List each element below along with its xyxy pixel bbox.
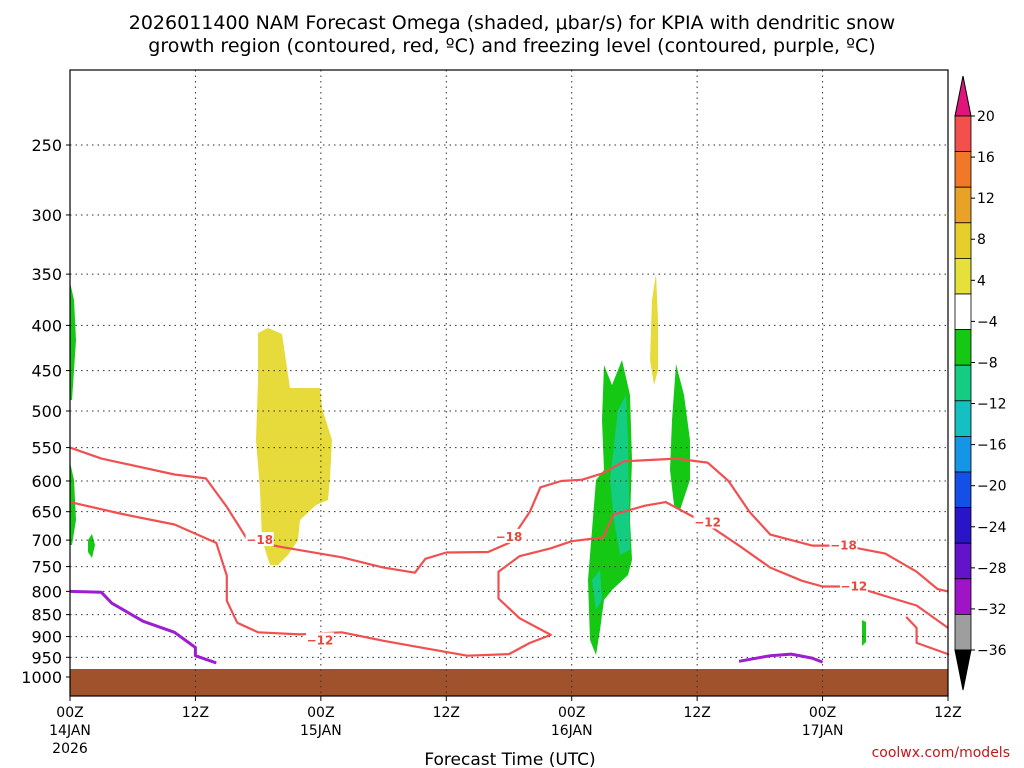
x-axis-label: Forecast Time (UTC) bbox=[424, 750, 595, 768]
colorbar-swatch bbox=[954, 151, 972, 188]
colorbar-bottom-triangle bbox=[954, 649, 972, 691]
x-tick-label: 12Z bbox=[683, 705, 710, 721]
colorbar-label: −16 bbox=[977, 438, 1007, 454]
y-tick-label: 400 bbox=[31, 316, 62, 335]
contour-label-bg bbox=[245, 532, 274, 547]
x-tick-label: 00Z bbox=[558, 705, 585, 721]
y-axis: 250 300 350 400 450 500 550 600 650 700 750 800 850 9… bbox=[21, 136, 70, 687]
omega-negative-region bbox=[862, 620, 866, 646]
colorbar-swatch bbox=[954, 507, 972, 544]
dgz-contour bbox=[69, 501, 949, 657]
colorbar: 20 16 12 8 4 −4 −8 −12 −16 −20 −24 −28 −32 −36 bbox=[954, 75, 1007, 691]
chart-title-line-2: growth region (contoured, red, ºC) and f… bbox=[148, 35, 875, 57]
x-tick-label: 00Z bbox=[56, 705, 83, 721]
chart-title-line-1: 2026011400 NAM Forecast Omega (shaded, μ… bbox=[129, 12, 895, 34]
colorbar-label: −4 bbox=[977, 314, 998, 330]
colorbar-swatch bbox=[954, 293, 972, 330]
colorbar-swatch bbox=[954, 222, 972, 259]
credit-link[interactable]: coolwx.com/models bbox=[872, 745, 1010, 761]
omega-negative-region bbox=[670, 364, 690, 510]
x-tick-label: 00Z bbox=[307, 705, 334, 721]
colorbar-top-triangle bbox=[954, 75, 972, 117]
y-tick-label: 850 bbox=[31, 606, 62, 625]
colorbar-label: 12 bbox=[977, 191, 995, 207]
y-tick-label: 750 bbox=[31, 558, 62, 577]
y-tick-label: 950 bbox=[31, 648, 62, 667]
colorbar-swatch bbox=[954, 400, 972, 437]
colorbar-label: 8 bbox=[977, 232, 986, 248]
x-tick-date-label: 15JAN bbox=[300, 723, 342, 739]
y-tick-label: 300 bbox=[31, 206, 62, 225]
contour-label-bg bbox=[305, 632, 334, 647]
y-tick-label: 1000 bbox=[21, 668, 62, 687]
x-tick-label: 12Z bbox=[182, 705, 209, 721]
colorbar-swatch bbox=[954, 542, 972, 580]
colorbar-swatch bbox=[954, 578, 972, 615]
colorbar-swatch bbox=[954, 471, 972, 508]
colorbar-swatch bbox=[954, 186, 972, 224]
colorbar-label: −20 bbox=[977, 479, 1007, 495]
omega-positive-region bbox=[650, 274, 658, 385]
contour-label: −18 bbox=[246, 533, 273, 547]
freezing-level-contour bbox=[69, 589, 217, 665]
x-tick-date-label: 16JAN bbox=[551, 723, 593, 739]
y-tick-label: 250 bbox=[31, 136, 62, 155]
colorbar-label: −36 bbox=[977, 643, 1007, 659]
x-tick-date-label: 17JAN bbox=[802, 723, 844, 739]
colorbar-label: 4 bbox=[977, 273, 986, 289]
contour-label-bg bbox=[495, 528, 523, 543]
contour-label: −18 bbox=[496, 530, 523, 544]
x-axis: 00Z 14JAN 2026 12Z 00Z 15JAN 12Z 00Z 16JAN 12Z 00Z… bbox=[49, 696, 962, 757]
y-tick-label: 800 bbox=[31, 582, 62, 601]
y-tick-label: 600 bbox=[31, 472, 62, 491]
colorbar-label: −32 bbox=[977, 602, 1007, 618]
x-tick-year-label: 2026 bbox=[52, 741, 88, 757]
colorbar-swatch bbox=[954, 435, 972, 473]
y-tick-label: 900 bbox=[31, 628, 62, 647]
contour-label: −12 bbox=[307, 633, 334, 647]
y-tick-label: 650 bbox=[31, 503, 62, 522]
colorbar-label: −12 bbox=[977, 397, 1007, 413]
x-tick-label: 12Z bbox=[433, 705, 460, 721]
contour-label: −18 bbox=[830, 539, 857, 553]
plot-frame bbox=[69, 69, 949, 697]
freezing-level-contour bbox=[738, 652, 824, 664]
colorbar-swatch bbox=[954, 257, 972, 295]
colorbar-label: 20 bbox=[977, 109, 995, 125]
contour-label: −12 bbox=[694, 515, 721, 529]
y-tick-label: 700 bbox=[31, 531, 62, 550]
x-tick-label: 00Z bbox=[809, 705, 836, 721]
y-tick-label: 450 bbox=[31, 362, 62, 381]
colorbar-label: −28 bbox=[977, 561, 1007, 577]
colorbar-label: −8 bbox=[977, 355, 998, 371]
contour-label-bg bbox=[829, 537, 858, 552]
plot-area bbox=[70, 70, 948, 696]
contour-label: −12 bbox=[841, 580, 868, 594]
colorbar-swatch bbox=[954, 614, 972, 651]
omega-positive-region bbox=[256, 328, 332, 565]
contour-label-bg bbox=[693, 514, 722, 529]
x-tick-label: 12Z bbox=[934, 705, 961, 721]
surface-ground bbox=[70, 669, 948, 696]
y-tick-label: 350 bbox=[31, 265, 62, 284]
colorbar-label: −24 bbox=[977, 520, 1007, 536]
x-tick-date-label: 14JAN bbox=[49, 723, 91, 739]
colorbar-swatch bbox=[954, 115, 972, 152]
colorbar-swatch bbox=[954, 329, 972, 366]
temperature-contours: −18 −18 −18 −12 −12 −12 bbox=[69, 446, 950, 665]
y-tick-label: 500 bbox=[31, 402, 62, 421]
omega-strong-negative-region bbox=[592, 570, 602, 610]
colorbar-swatch bbox=[954, 364, 972, 402]
colorbar-label: 16 bbox=[977, 150, 995, 166]
grid-lines bbox=[70, 70, 948, 696]
y-tick-label: 550 bbox=[31, 439, 62, 458]
contour-label-bg bbox=[839, 578, 868, 593]
